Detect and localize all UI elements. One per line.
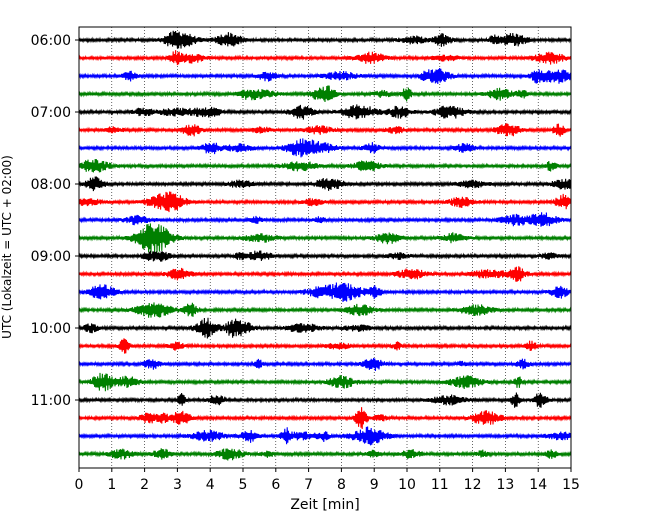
trace-line: [78, 407, 572, 429]
x-tick-label: 10: [398, 477, 416, 493]
x-tick-label: 12: [464, 477, 482, 493]
x-tick-label: 0: [75, 477, 84, 493]
trace-line: [78, 104, 572, 120]
trace-line: [78, 30, 572, 49]
trace-line: [78, 372, 572, 392]
x-tick-label: 4: [206, 477, 215, 493]
trace-line: [78, 176, 572, 192]
trace-line: [78, 358, 572, 372]
y-tick-label: 11:00: [31, 393, 71, 409]
y-tick-label: 10:00: [31, 321, 71, 337]
y-tick-label: 07:00: [31, 105, 71, 121]
trace-line: [78, 426, 572, 446]
trace-line: [78, 223, 572, 254]
x-axis: 0 1 2 3 4 5 6 7 8 9 10 11 12 13 14 15: [75, 468, 580, 493]
x-tick-label: 8: [337, 477, 346, 493]
x-tick-label: 14: [529, 477, 547, 493]
y-tick-label: 08:00: [31, 177, 71, 193]
x-tick-label: 5: [239, 477, 248, 493]
x-tick-label: 1: [107, 477, 116, 493]
trace-line: [78, 67, 572, 85]
trace-group: [78, 30, 572, 461]
trace-line: [78, 212, 572, 227]
x-tick-label: 15: [562, 477, 580, 493]
trace-line: [78, 282, 572, 302]
y-axis-label: UTC (Lokalzeit = UTC + 02:00): [0, 155, 14, 339]
trace-line: [78, 159, 572, 173]
x-tick-label: 11: [431, 477, 449, 493]
x-tick-label: 9: [370, 477, 379, 493]
trace-line: [78, 302, 572, 318]
y-tick-label: 06:00: [31, 33, 71, 49]
trace-line: [78, 448, 572, 461]
x-tick-label: 7: [304, 477, 313, 493]
x-axis-label: Zeit [min]: [290, 497, 359, 513]
trace-line: [78, 338, 572, 354]
trace-line: [78, 266, 572, 282]
x-tick-label: 3: [173, 477, 182, 493]
trace-line: [78, 317, 572, 339]
trace-line: [78, 191, 572, 213]
trace-line: [78, 50, 572, 66]
x-tick-label: 13: [496, 477, 514, 493]
trace-line: [78, 392, 572, 408]
y-axis: 06:00 07:00 08:00 09:00 10:00 11:00: [31, 33, 79, 409]
x-tick-label: 6: [271, 477, 280, 493]
trace-line: [78, 85, 572, 102]
trace-line: [78, 138, 572, 158]
trace-line: [78, 123, 572, 137]
x-tick-label: 2: [140, 477, 149, 493]
y-tick-label: 09:00: [31, 249, 71, 265]
trace-line: [78, 250, 572, 262]
plot-frame: [78, 26, 572, 469]
